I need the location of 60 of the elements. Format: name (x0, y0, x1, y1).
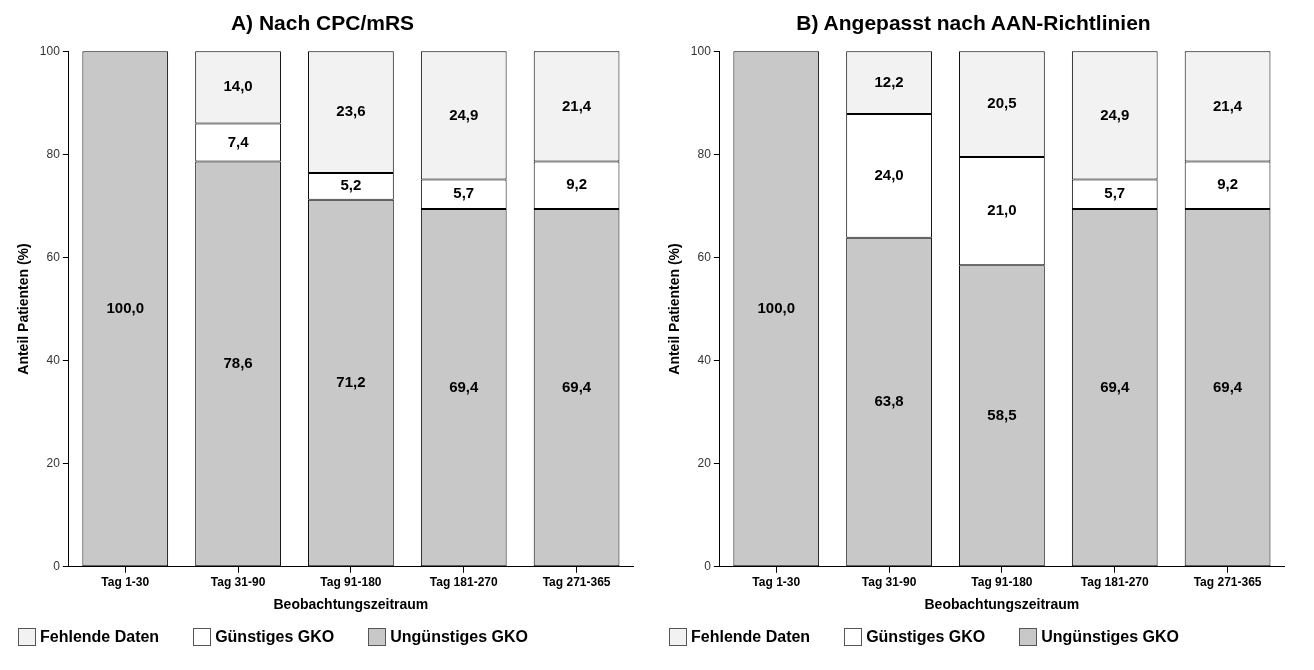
data-label: 24,9 (449, 105, 479, 123)
data-label: 23,6 (336, 102, 366, 120)
y-tick-label: 60 (46, 249, 61, 264)
y-tick-label: 80 (46, 146, 61, 161)
x-tick-label: Tag 181-270 (1080, 575, 1149, 590)
data-label: 7,4 (227, 132, 250, 150)
data-label: 12,2 (874, 72, 904, 90)
data-label: 58,5 (987, 405, 1017, 423)
legend-label: Fehlende Daten (691, 628, 811, 646)
chart-title: A) Nach CPC/mRS (230, 11, 415, 35)
data-label: 9,2 (1217, 175, 1239, 193)
data-label: 21,4 (1212, 96, 1243, 114)
x-tick-label: Tag 91-180 (320, 575, 382, 590)
y-tick-label: 0 (53, 559, 61, 574)
data-label: 14,0 (223, 77, 253, 95)
x-tick-label: Tag 271-365 (542, 575, 611, 590)
data-label: 69,4 (561, 377, 592, 395)
data-label: 69,4 (449, 377, 479, 395)
y-tick-label: 20 (697, 455, 712, 470)
data-label: 21,4 (561, 96, 592, 114)
data-label: 24,0 (874, 166, 904, 184)
y-tick-label: 20 (46, 455, 61, 470)
legend-label: Günstiges GKO (215, 628, 335, 646)
legend-label: Ungünstiges GKO (1041, 628, 1180, 646)
data-label: 63,8 (874, 392, 904, 410)
data-label: 21,0 (987, 201, 1017, 219)
data-label: 69,4 (1212, 377, 1243, 395)
y-tick-label: 60 (697, 249, 712, 264)
legend-label: Günstiges GKO (866, 628, 986, 646)
x-tick-label: Tag 91-180 (971, 575, 1033, 590)
data-label: 100,0 (106, 298, 145, 316)
y-tick-label: 40 (46, 352, 61, 367)
x-tick-label: Tag 31-90 (210, 575, 266, 590)
data-label: 24,9 (1100, 105, 1130, 123)
data-label: 5,7 (1104, 184, 1126, 202)
data-label: 78,6 (223, 354, 253, 372)
y-tick-label: 100 (39, 43, 61, 58)
data-label: 20,5 (987, 94, 1017, 112)
data-label: 71,2 (336, 373, 366, 391)
y-tick-label: 80 (697, 146, 712, 161)
legend-label: Ungünstiges GKO (390, 628, 529, 646)
y-axis-title: Anteil Patienten (%) (666, 243, 683, 375)
x-tick-label: Tag 181-270 (429, 575, 498, 590)
data-label: 9,2 (566, 175, 588, 193)
data-label: 69,4 (1100, 377, 1130, 395)
x-axis-title: Beobachtungszeitraum (273, 596, 429, 613)
x-tick-label: Tag 31-90 (861, 575, 917, 590)
y-axis-title: Anteil Patienten (%) (15, 243, 32, 375)
data-label: 5,7 (453, 184, 475, 202)
data-label: 5,2 (340, 176, 362, 194)
x-tick-label: Tag 271-365 (1193, 575, 1262, 590)
y-tick-label: 100 (690, 43, 712, 58)
x-tick-label: Tag 1-30 (752, 575, 801, 590)
data-label: 100,0 (757, 298, 796, 316)
y-tick-label: 0 (704, 559, 712, 574)
x-tick-label: Tag 1-30 (101, 575, 150, 590)
x-axis-title: Beobachtungszeitraum (924, 596, 1080, 613)
chart-title: B) Angepasst nach AAN-Richtlinien (796, 11, 1151, 35)
y-tick-label: 40 (697, 352, 712, 367)
legend-label: Fehlende Daten (40, 628, 160, 646)
